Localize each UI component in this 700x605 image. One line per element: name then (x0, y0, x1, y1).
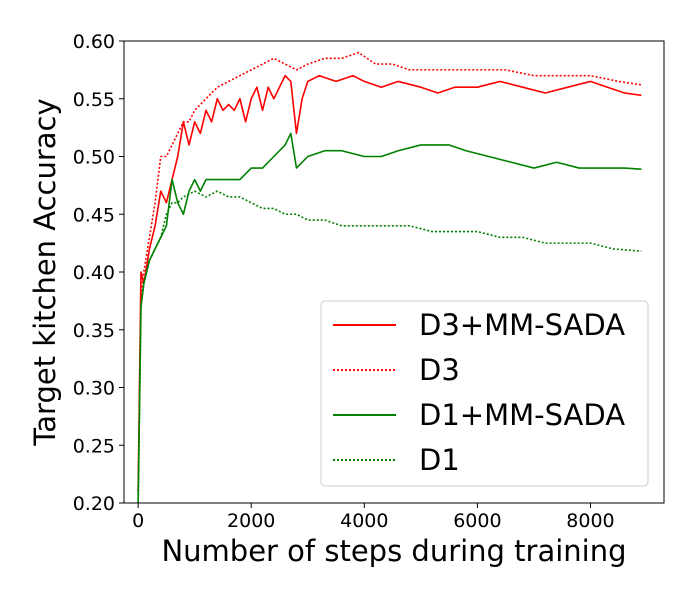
y-tick-label: 0.35 (73, 320, 115, 342)
series-line-d3-mm-sada (137, 74, 642, 492)
x-axis-label: Number of steps during training (161, 534, 626, 568)
x-tick-label: 2000 (227, 510, 275, 532)
y-tick-label: 0.30 (73, 378, 115, 400)
x-tick-label: 6000 (453, 510, 501, 532)
y-tick-label: 0.20 (73, 493, 115, 515)
series-line-d1 (137, 190, 642, 503)
x-tick-label: 4000 (340, 510, 388, 532)
y-tick-label: 0.60 (73, 31, 115, 53)
legend-label: D1+MM-SADA (419, 398, 625, 432)
y-axis: 0.20 0.25 0.30 0.35 0.40 0.45 0.50 0.55 0.60 (73, 31, 124, 515)
legend: D3+MM-SADA D3 D1+MM-SADA D1 (320, 300, 649, 487)
y-tick-label: 0.50 (73, 147, 115, 169)
x-tick-label: 8000 (566, 510, 614, 532)
y-axis-label: Target kitchen Accuracy (28, 98, 62, 446)
series-line-d1-mm-sada (137, 132, 642, 503)
x-tick-label: 0 (132, 510, 144, 532)
series-layer (137, 51, 642, 503)
y-tick-label: 0.55 (73, 89, 115, 111)
y-tick-label: 0.25 (73, 435, 115, 457)
series-lines (137, 51, 642, 503)
y-tick-label: 0.40 (73, 262, 115, 284)
y-tick-label: 0.45 (73, 204, 115, 226)
legend-label: D1 (419, 443, 460, 477)
legend-label: D3+MM-SADA (419, 308, 625, 342)
legend-box (320, 300, 649, 487)
series-line-d3 (137, 51, 642, 492)
x-axis: 0 2000 4000 6000 8000 (132, 503, 615, 532)
legend-label: D3 (419, 353, 460, 387)
